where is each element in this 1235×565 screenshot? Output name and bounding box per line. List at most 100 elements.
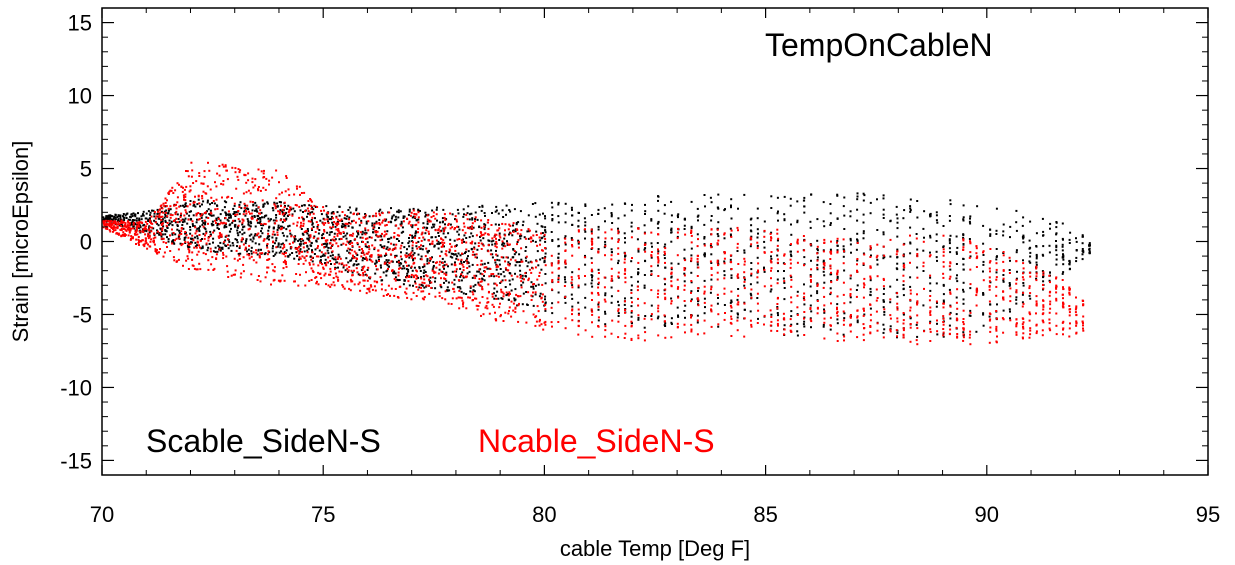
- data-point: [557, 262, 560, 265]
- data-point: [266, 235, 269, 238]
- data-point: [544, 229, 547, 232]
- data-point: [508, 279, 511, 282]
- data-point: [969, 343, 972, 346]
- data-point: [551, 218, 554, 220]
- data-point: [451, 297, 454, 300]
- data-point: [494, 282, 497, 285]
- data-point: [803, 211, 806, 214]
- data-point: [449, 212, 452, 215]
- data-point: [276, 205, 279, 208]
- data-point: [447, 232, 450, 235]
- data-point: [183, 238, 186, 241]
- data-point: [483, 225, 486, 228]
- data-point: [253, 234, 256, 237]
- data-point: [849, 237, 852, 240]
- data-point: [670, 272, 673, 275]
- data-point: [273, 233, 276, 236]
- data-point: [737, 313, 739, 316]
- data-point: [849, 324, 852, 327]
- data-point: [282, 234, 285, 237]
- data-point: [749, 310, 752, 313]
- data-point: [218, 248, 221, 251]
- data-point: [178, 183, 180, 186]
- data-point: [1042, 321, 1045, 324]
- data-point: [862, 264, 865, 266]
- data-point: [228, 240, 231, 243]
- data-point: [125, 217, 128, 219]
- data-point: [584, 221, 587, 224]
- data-point: [365, 232, 368, 235]
- data-point: [1042, 254, 1045, 257]
- data-point: [374, 289, 377, 292]
- data-point: [902, 262, 905, 265]
- data-point: [843, 228, 846, 230]
- data-point: [223, 226, 226, 229]
- data-point: [915, 323, 918, 326]
- data-point: [460, 258, 463, 261]
- data-point: [349, 243, 351, 245]
- data-point: [203, 226, 206, 229]
- data-point: [464, 251, 467, 253]
- data-point: [429, 257, 432, 260]
- data-point: [397, 259, 400, 262]
- data-point: [770, 236, 772, 239]
- data-point: [239, 276, 242, 279]
- data-point: [180, 212, 183, 215]
- data-point: [189, 203, 192, 206]
- data-point: [107, 220, 110, 223]
- data-point: [696, 321, 699, 324]
- data-point: [148, 217, 151, 220]
- data-point: [591, 279, 594, 282]
- data-point: [300, 224, 302, 227]
- data-point: [270, 283, 272, 286]
- data-point: [664, 298, 667, 301]
- data-point: [141, 222, 144, 224]
- data-point: [962, 321, 965, 323]
- data-point: [217, 217, 220, 220]
- data-point: [283, 243, 286, 246]
- data-point: [202, 232, 205, 235]
- data-point: [730, 335, 733, 337]
- data-point: [1088, 244, 1091, 247]
- data-point: [1062, 303, 1065, 306]
- data-point: [564, 259, 567, 262]
- data-point: [524, 237, 527, 240]
- data-point: [370, 259, 373, 262]
- data-point: [519, 210, 522, 213]
- data-point: [426, 275, 429, 278]
- data-point: [490, 274, 493, 277]
- data-point: [283, 253, 285, 256]
- data-point: [340, 238, 343, 240]
- data-point: [1088, 242, 1091, 245]
- data-point: [644, 213, 646, 215]
- data-point: [1009, 295, 1012, 298]
- data-point: [830, 240, 832, 243]
- data-point: [275, 237, 278, 240]
- data-point: [577, 219, 580, 222]
- data-point: [783, 318, 786, 321]
- data-point: [902, 274, 905, 277]
- data-point: [534, 266, 537, 269]
- data-point: [783, 324, 786, 327]
- data-point: [349, 240, 352, 242]
- data-point: [697, 266, 700, 269]
- data-point: [472, 226, 475, 229]
- data-point: [485, 266, 488, 269]
- data-point: [535, 234, 538, 236]
- data-point: [145, 217, 148, 220]
- data-point: [604, 240, 607, 243]
- data-point: [272, 240, 275, 243]
- data-point: [995, 258, 998, 261]
- data-point: [988, 288, 991, 291]
- data-point: [460, 262, 463, 265]
- data-point: [969, 217, 971, 220]
- data-point: [690, 225, 693, 228]
- data-point: [830, 302, 832, 305]
- data-point: [406, 272, 409, 275]
- data-point: [1035, 330, 1038, 333]
- data-point: [1035, 312, 1037, 315]
- data-point: [1022, 241, 1025, 244]
- data-point: [446, 286, 449, 289]
- data-point: [516, 275, 519, 278]
- data-point: [510, 300, 513, 303]
